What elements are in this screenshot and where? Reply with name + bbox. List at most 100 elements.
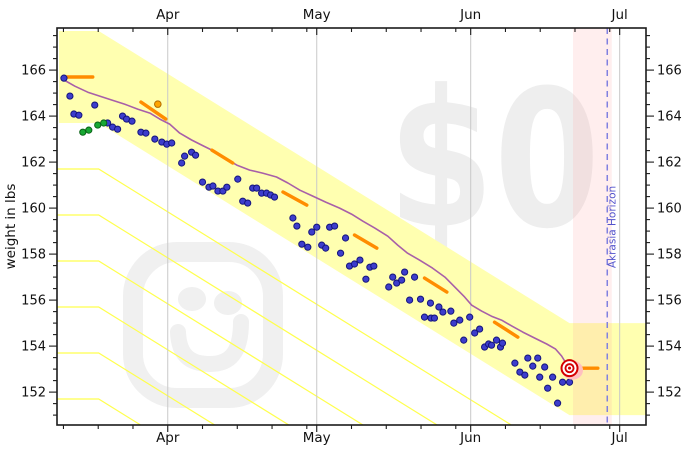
datapoint [554, 399, 562, 407]
datapoint [416, 295, 425, 303]
road-centerline-dash [281, 190, 309, 207]
guideline [57, 168, 513, 425]
datapoint [521, 371, 529, 379]
datapoint [223, 183, 231, 191]
datapoint [66, 92, 74, 100]
green-datapoint [85, 126, 93, 134]
flatlined-datapoint [154, 100, 162, 108]
road-centerline-dash [352, 233, 379, 250]
datapoint [198, 178, 207, 186]
moving-average-line [63, 79, 568, 365]
datapoint [426, 299, 435, 307]
datapoint [524, 354, 532, 362]
datapoint [492, 336, 501, 344]
datapoint [151, 135, 159, 143]
month-label-top: Jun [459, 7, 481, 23]
datapoint [544, 384, 552, 392]
datapoint [60, 74, 68, 82]
datapoint [234, 175, 242, 183]
y-tick-label-left: 162 [21, 156, 46, 171]
datapoint [447, 307, 455, 315]
datapoint [430, 314, 439, 322]
smiley-mouth [170, 314, 249, 373]
datapoint [406, 296, 414, 304]
datapoint [308, 228, 316, 236]
y-tick-label-left: 164 [21, 110, 46, 125]
datapoint [435, 303, 443, 311]
month-label-top: Jul [611, 7, 628, 23]
guideline [57, 214, 439, 425]
datapoint [511, 359, 519, 367]
datapoint [322, 244, 330, 252]
y-tick-label-left: 154 [21, 340, 46, 355]
datapoint [293, 222, 301, 230]
datapoint [356, 256, 364, 264]
datapoint [341, 234, 350, 242]
datapoint [466, 313, 474, 321]
datapoint [304, 243, 312, 251]
datapoint [471, 329, 479, 337]
y-tick-label-right: 154 [657, 340, 682, 355]
datapoint [420, 313, 429, 321]
green-datapoint [94, 121, 102, 129]
road-centerline-dash [210, 148, 235, 165]
datapoint [534, 354, 542, 362]
datapoint [336, 249, 345, 257]
plot-area [57, 28, 646, 425]
watermark-smiley [123, 242, 283, 408]
month-label-bottom: May [303, 430, 331, 446]
smiley-left-eye [178, 287, 206, 311]
datapoint [460, 336, 468, 344]
y-tick-label-right: 164 [657, 110, 682, 125]
datapoint [313, 223, 321, 231]
datapoint [536, 373, 544, 381]
y-tick-label-left: 152 [21, 386, 46, 401]
datapoint [142, 129, 150, 137]
road-centerline-dash [492, 320, 520, 339]
y-tick-label-right: 158 [657, 248, 682, 263]
green-datapoint [100, 119, 108, 127]
datapoint [362, 275, 370, 283]
y-tick-label-right: 162 [657, 156, 682, 171]
smiley-right-eye [214, 291, 242, 315]
y-tick-label-left: 166 [21, 64, 46, 79]
akrasia-horizon-zone [572, 28, 612, 425]
datapoint [91, 101, 99, 109]
y-tick-label-right: 156 [657, 294, 682, 309]
datapoint [370, 262, 378, 270]
datapoint [529, 362, 537, 370]
datapoint [389, 273, 397, 281]
datapoint [565, 378, 574, 386]
y-tick-label-left: 158 [21, 248, 46, 263]
y-tick-label-left: 160 [21, 202, 46, 217]
month-label-top: Apr [156, 7, 180, 23]
datapoint [181, 152, 189, 160]
goal-bullseye [560, 359, 584, 380]
green-datapoint [79, 128, 87, 136]
month-label-top: May [303, 7, 331, 23]
datapoint [476, 325, 484, 333]
datapoint [498, 339, 507, 347]
datapoint [401, 268, 409, 276]
datapoint [289, 214, 297, 222]
datapoint [270, 193, 279, 201]
y-tick-label-left: 156 [21, 294, 46, 309]
datapoint [191, 151, 200, 159]
datapoint [487, 341, 496, 349]
datapoint [253, 184, 261, 192]
datapoint [456, 316, 464, 324]
y-tick-label-right: 152 [657, 386, 682, 401]
datapoint [541, 363, 549, 371]
smiley-outline [123, 242, 283, 408]
datapoint [558, 378, 567, 386]
road-centerline-dash [422, 276, 449, 294]
guideline [57, 306, 291, 425]
datapoint [244, 199, 252, 207]
datapoint [209, 182, 217, 190]
datapoint [385, 283, 393, 291]
akrasia-horizon-label: Akrasia Horizon [606, 186, 618, 268]
guideline [57, 352, 216, 425]
datapoint [168, 139, 176, 147]
guideline [57, 398, 142, 425]
